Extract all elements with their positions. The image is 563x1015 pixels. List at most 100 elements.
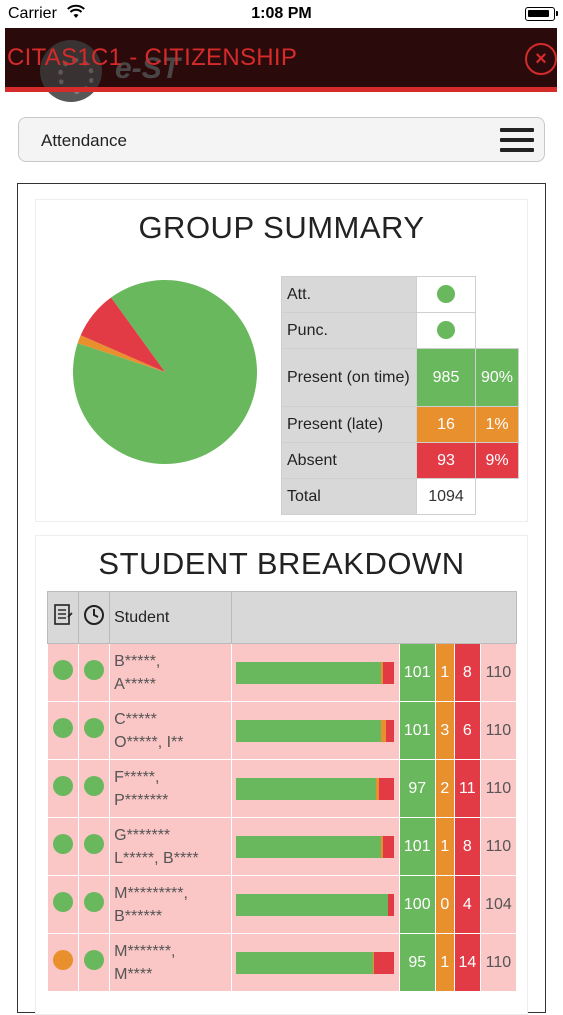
wifi-icon: [67, 4, 85, 18]
att-status: [46, 817, 80, 876]
student-name[interactable]: M*******, M****: [109, 933, 233, 992]
pie-slice-present-late: [77, 335, 165, 372]
absent-count: 14: [453, 933, 481, 992]
attendance-bar: [231, 701, 400, 760]
absent-count: 6: [453, 701, 481, 760]
absent-count: 8: [453, 817, 481, 876]
total-count: 110: [479, 933, 518, 992]
student-row[interactable]: F*****, P******* 97 2 11 110: [46, 759, 518, 818]
punc-status: [78, 875, 111, 934]
total-count: 110: [479, 759, 518, 818]
status-dot-icon: [53, 834, 74, 854]
pie-slice-present-ontime: [72, 280, 257, 464]
total-count: 1094: [416, 478, 476, 515]
hamburger-icon[interactable]: [500, 128, 534, 152]
total-count: 104: [479, 875, 518, 934]
punc-status: [78, 759, 111, 818]
student-row[interactable]: M*********, B****** 100 0 4 104: [46, 875, 518, 934]
close-button[interactable]: ×: [525, 43, 557, 75]
student-row[interactable]: G******* L*****, B**** 101 1 8 110: [46, 817, 518, 876]
student-name[interactable]: M*********, B******: [109, 875, 233, 934]
status-bar: Carrier 1:08 PM: [0, 0, 563, 28]
att-column-header[interactable]: [46, 591, 80, 644]
present-ontime-label: Present (on time): [281, 348, 417, 407]
total-count: 110: [479, 817, 518, 876]
attendance-bar: [231, 643, 400, 702]
present-late-label: Present (late): [281, 406, 417, 443]
punc-status: [78, 701, 111, 760]
absent-count: 93: [416, 442, 476, 479]
clock: 1:08 PM: [251, 5, 312, 22]
punc-column-header[interactable]: [78, 591, 111, 644]
status-dot-icon: [53, 776, 74, 796]
register-icon: [54, 604, 73, 625]
attendance-bar: [231, 759, 400, 818]
absent-count: 11: [453, 759, 481, 818]
att-status: [46, 759, 80, 818]
total-count: 110: [479, 643, 518, 702]
student-name[interactable]: C***** O*****, I**: [109, 701, 233, 760]
student-row[interactable]: M*******, M**** 95 1 14 110: [46, 933, 518, 992]
carrier-label: Carrier: [8, 5, 57, 22]
view-selector[interactable]: Attendance: [18, 117, 545, 162]
late-count: 2: [434, 759, 455, 818]
clock-icon: [84, 605, 105, 625]
status-dot-icon: [53, 660, 74, 680]
absent-pct: 9%: [474, 442, 520, 479]
attendance-bar: [231, 875, 400, 934]
student-name[interactable]: F*****, P*******: [109, 759, 233, 818]
present-late-count: 16: [416, 406, 476, 443]
late-count: 1: [434, 817, 455, 876]
total-count: 110: [479, 701, 518, 760]
page-title: CITAS1C1 - CITIZENSHIP: [7, 44, 298, 71]
punc-status: [78, 817, 111, 876]
battery-icon: [525, 7, 558, 21]
status-dot-icon: [84, 718, 105, 738]
logo-text: e-ST: [115, 52, 181, 85]
present-count: 101: [398, 643, 436, 702]
student-row[interactable]: B*****, A***** 101 1 8 110: [46, 643, 518, 702]
att-status: [46, 933, 80, 992]
student-breakdown-title: STUDENT BREAKDOWN: [98, 546, 465, 581]
status-dot-icon: [84, 892, 105, 912]
title-underline: [5, 87, 557, 92]
absent-label: Absent: [281, 442, 417, 479]
total-label: Total: [281, 478, 417, 515]
status-dot-icon: [84, 950, 105, 970]
att-status: [46, 701, 80, 760]
student-name[interactable]: G******* L*****, B****: [109, 817, 233, 876]
present-count: 101: [398, 701, 436, 760]
att-status: [46, 875, 80, 934]
present-ontime-count: 985: [416, 348, 476, 407]
att-status: [46, 643, 80, 702]
status-dot-icon: [437, 321, 455, 340]
attendance-pie-chart: [72, 280, 257, 464]
student-name[interactable]: B*****, A*****: [109, 643, 233, 702]
att-indicator: [416, 276, 476, 313]
summary-table: Att. Punc. Present (on time) 985 90% Pre…: [281, 276, 520, 515]
view-selector-label: Attendance: [41, 131, 128, 150]
late-count: 1: [434, 643, 455, 702]
student-row[interactable]: C***** O*****, I** 101 3 6 110: [46, 701, 518, 760]
present-late-pct: 1%: [474, 406, 520, 443]
late-count: 0: [434, 875, 455, 934]
present-count: 95: [398, 933, 436, 992]
punc-label: Punc.: [281, 312, 417, 349]
late-count: 3: [434, 701, 455, 760]
attendance-bar: [231, 933, 400, 992]
status-dot-icon: [53, 950, 74, 970]
present-ontime-pct: 90%: [474, 348, 520, 407]
group-summary-title: GROUP SUMMARY: [138, 210, 425, 245]
student-column-header[interactable]: Student: [109, 591, 233, 644]
present-count: 97: [398, 759, 436, 818]
title-bar: e-ST CITAS1C1 - CITIZENSHIP ×: [5, 28, 557, 102]
student-table: Student B*****, A***** 101 1 8 110 C*****…: [46, 591, 518, 992]
present-count: 101: [398, 817, 436, 876]
stats-column-header: [231, 591, 517, 644]
attendance-bar: [231, 817, 400, 876]
status-dot-icon: [84, 660, 105, 680]
punc-status: [78, 933, 111, 992]
status-dot-icon: [84, 834, 105, 854]
present-count: 100: [398, 875, 436, 934]
pie-slice-absent: [80, 297, 165, 372]
